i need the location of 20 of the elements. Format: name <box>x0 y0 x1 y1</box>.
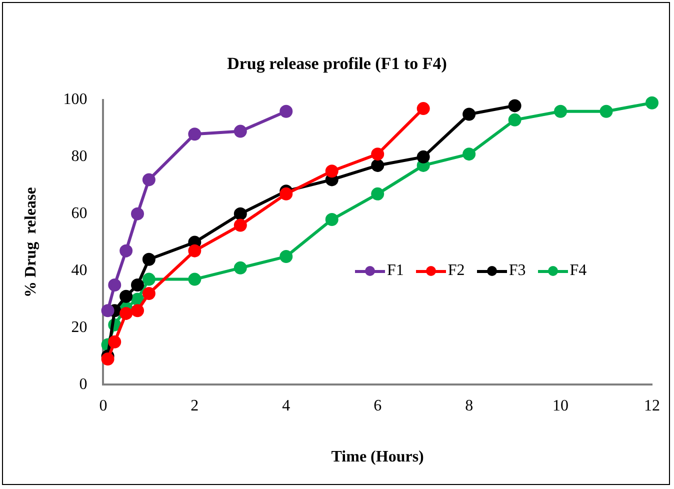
y-tick-label: 80 <box>71 148 88 166</box>
x-axis-title: Time (Hours) <box>331 448 424 466</box>
x-tick-label: 10 <box>552 397 569 414</box>
x-tick-label: 8 <box>465 397 474 414</box>
y-axis-title: % Drug release <box>22 187 40 298</box>
y-tick-label: 20 <box>71 318 88 336</box>
legend-label: F3 <box>508 262 526 280</box>
y-tick-label: 0 <box>79 376 88 393</box>
y-tick-label: 100 <box>63 91 88 108</box>
legend-label: F1 <box>387 262 404 280</box>
legend-label: F2 <box>448 262 465 280</box>
x-tick-label: 6 <box>374 397 382 414</box>
chart-title: Drug release profile (F1 to F4) <box>226 54 448 74</box>
x-tick-label: 0 <box>99 397 108 414</box>
x-tick-label: 2 <box>190 397 199 414</box>
y-tick-label: 40 <box>71 262 88 279</box>
x-tick-label: 4 <box>282 397 290 414</box>
x-tick-label: 12 <box>644 397 660 414</box>
legend-label: F4 <box>570 262 587 280</box>
y-tick-label: 60 <box>71 205 88 222</box>
